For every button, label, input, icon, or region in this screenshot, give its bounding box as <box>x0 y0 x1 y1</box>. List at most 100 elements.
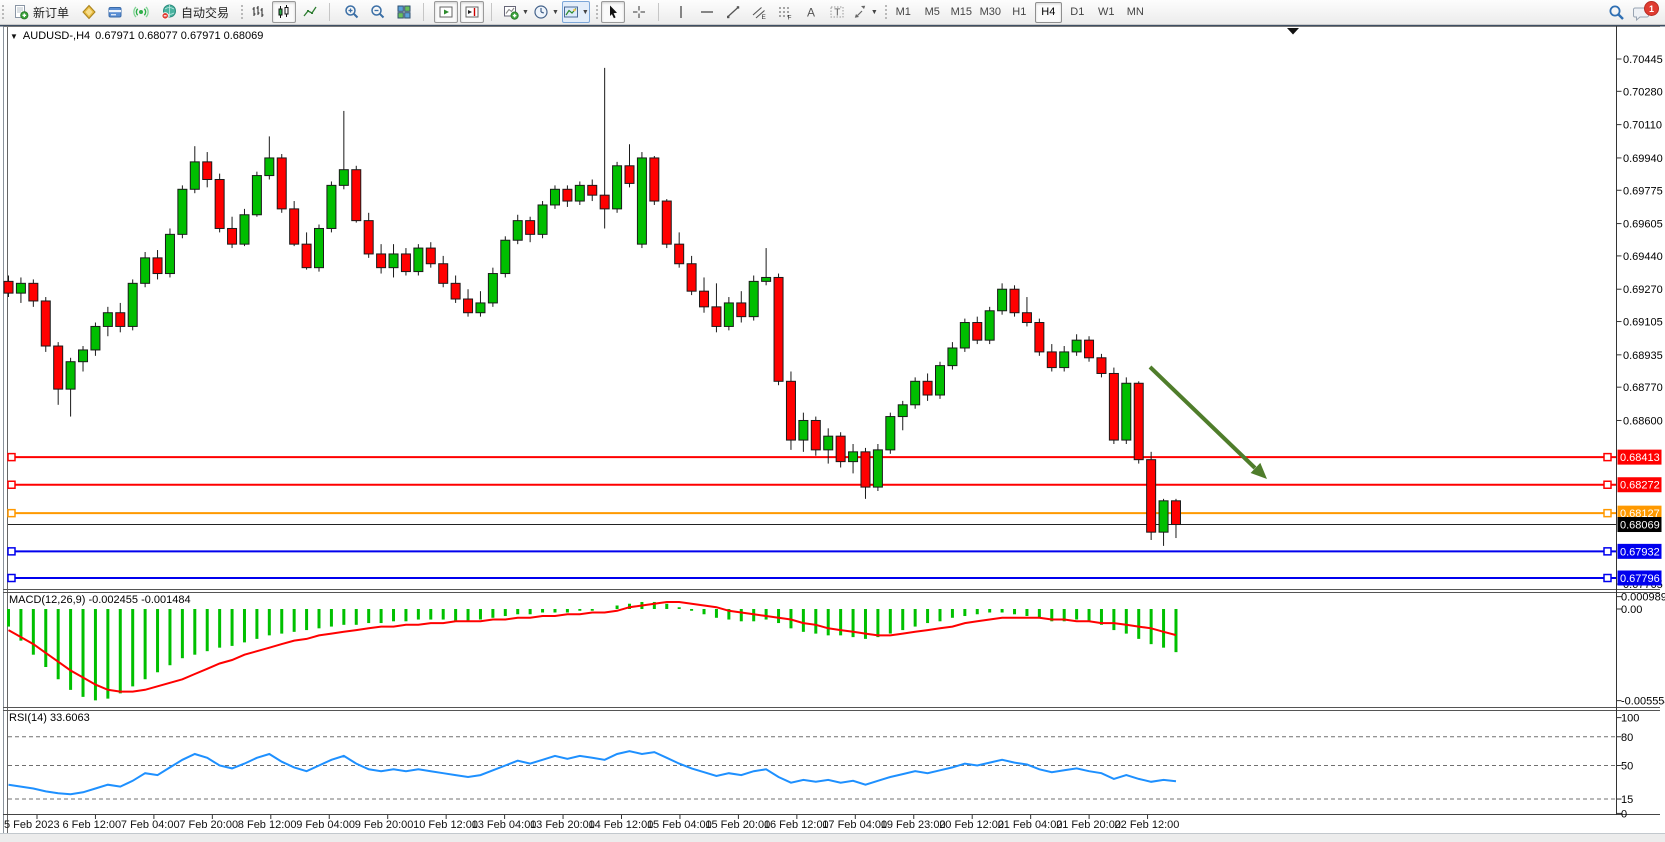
candle-body <box>301 243 312 269</box>
notifications-button[interactable]: 1 <box>1633 1 1659 22</box>
line-handle[interactable] <box>1603 480 1612 489</box>
horizontal-scrollbar-area[interactable] <box>0 833 1665 842</box>
template-button[interactable]: ▼ <box>561 1 590 23</box>
cursor-button[interactable] <box>600 1 625 23</box>
timeframe-m1[interactable]: M1 <box>895 6 911 18</box>
candle-body <box>872 449 883 488</box>
candle-body <box>574 184 585 202</box>
line-handle[interactable] <box>1603 547 1612 556</box>
toolbar-separator <box>657 3 659 21</box>
tile-windows-button[interactable] <box>392 1 416 23</box>
chevron-down-icon[interactable]: ▼ <box>581 8 589 16</box>
trend-arrow-head[interactable] <box>1250 462 1267 479</box>
chevron-down-icon[interactable]: ▼ <box>870 8 878 16</box>
zoom-out-icon <box>371 5 385 19</box>
timeframe-w1[interactable]: W1 <box>1098 6 1115 18</box>
timeframe-h1[interactable]: H1 <box>1012 6 1027 18</box>
auto-scroll-icon <box>439 6 453 18</box>
candle-body <box>388 253 399 269</box>
candle-body <box>984 310 995 341</box>
auto-scroll-button[interactable] <box>434 1 459 23</box>
time-axis-label: 9 Feb 04:00 <box>296 819 355 831</box>
candle-body <box>649 157 660 202</box>
main-toolbar: 新订单 自动交易 <box>0 0 1665 25</box>
new-order-button[interactable]: 新订单 <box>7 1 75 23</box>
candle-body <box>239 214 250 245</box>
candle-body <box>500 239 511 275</box>
rsi-line <box>8 750 1177 796</box>
time-axis-label: 22 Feb 12:00 <box>1115 819 1180 831</box>
signal-button[interactable] <box>129 1 153 23</box>
text-button[interactable]: A <box>799 1 823 23</box>
zoom-out-button[interactable] <box>366 1 390 23</box>
add-indicator-button[interactable]: ▼ <box>502 1 530 23</box>
candle-body <box>972 322 983 341</box>
cursor-group <box>594 0 655 24</box>
timeframe-d1[interactable]: D1 <box>1070 6 1085 18</box>
search-icon[interactable] <box>1608 4 1625 21</box>
macd-signal-line <box>8 601 1177 693</box>
rsi-indicator-label: RSI(14) 33.6063 <box>9 712 90 724</box>
line-handle[interactable] <box>7 508 16 518</box>
zoom-in-button[interactable] <box>340 1 364 23</box>
candle-body <box>152 257 163 275</box>
rsi-axis-label: 50 <box>1621 761 1633 773</box>
timeframe-m30[interactable]: M30 <box>979 6 1001 18</box>
candle-body <box>922 380 933 396</box>
gold-diamond-icon <box>82 4 96 20</box>
crosshair-button[interactable] <box>627 1 651 23</box>
time-axis-label: 7 Feb 04:00 <box>121 819 180 831</box>
gold-diamond-button[interactable] <box>77 1 101 23</box>
price-tag-label: 0.67932 <box>1620 546 1660 558</box>
candlestick-button[interactable] <box>272 1 297 23</box>
candle-body <box>102 312 113 327</box>
candle-body <box>1046 351 1057 369</box>
price-axis-label: 0.70110 <box>1623 120 1662 132</box>
macd-axis-label: 0.00 <box>1621 604 1642 616</box>
text-label-button[interactable]: T <box>825 1 849 23</box>
chart-shift-button[interactable] <box>460 1 485 23</box>
rsi-axis-label: 15 <box>1621 794 1633 806</box>
trendline-button[interactable] <box>721 1 745 23</box>
trend-arrow[interactable] <box>1148 365 1257 470</box>
arrows-button[interactable]: ▼ <box>851 1 879 23</box>
time-axis-label: 16 Feb 12:00 <box>764 819 829 831</box>
funds-button[interactable] <box>103 1 127 23</box>
candle-body <box>1146 459 1157 533</box>
candle-body <box>326 184 337 229</box>
channel-button[interactable]: E <box>747 1 771 23</box>
line-handle[interactable] <box>7 573 16 583</box>
line-chart-button[interactable] <box>298 1 322 23</box>
fibonacci-icon: F <box>778 7 791 20</box>
chart-shift-marker[interactable] <box>1287 28 1299 35</box>
bar-chart-icon <box>252 6 264 17</box>
collapse-arrow-icon[interactable]: ▼ <box>10 31 18 41</box>
autotrade-button[interactable]: 自动交易 <box>155 1 235 23</box>
horizontal-line-button[interactable] <box>695 1 719 23</box>
fibonacci-button[interactable]: F <box>773 1 797 23</box>
vertical-line-button[interactable] <box>669 1 693 23</box>
chart-shift-icon <box>465 6 479 18</box>
candle-body <box>227 227 238 245</box>
line-handle[interactable] <box>7 480 16 489</box>
line-handle[interactable] <box>7 547 16 556</box>
period-button[interactable]: ▼ <box>532 1 560 23</box>
candle-body <box>276 157 287 210</box>
timeframe-m15[interactable]: M15 <box>950 6 972 18</box>
line-handle[interactable] <box>1603 573 1612 583</box>
chevron-down-icon[interactable]: ▼ <box>551 8 559 16</box>
timeframe-h4[interactable]: H4 <box>1034 1 1062 23</box>
line-chart-icon <box>303 6 317 17</box>
candle-body <box>1121 382 1132 441</box>
candle-body <box>736 302 747 318</box>
line-handle[interactable] <box>1603 508 1612 518</box>
bar-chart-button[interactable] <box>246 1 270 23</box>
rsi-axis-label: 100 <box>1621 713 1639 725</box>
timeframe-mn[interactable]: MN <box>1126 6 1144 18</box>
line-handle[interactable] <box>1603 452 1612 462</box>
line-handle[interactable] <box>7 452 16 462</box>
timeframe-m5[interactable]: M5 <box>924 6 940 18</box>
chevron-down-icon[interactable]: ▼ <box>522 8 529 16</box>
price-axis-label: 0.69270 <box>1623 284 1663 296</box>
